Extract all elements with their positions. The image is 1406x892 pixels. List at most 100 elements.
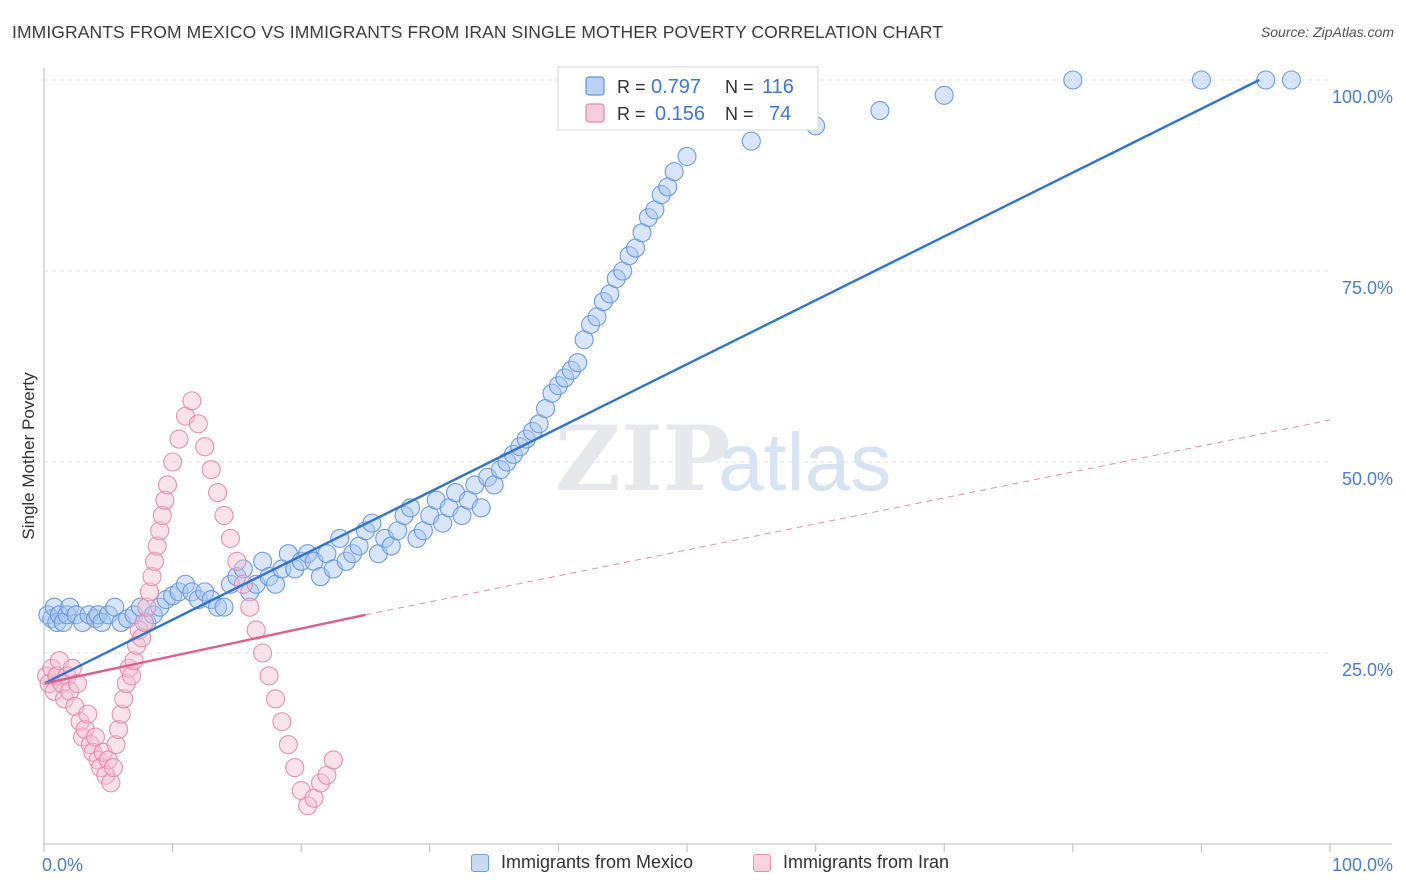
legend-n-label-0: N = [725, 77, 754, 97]
x-tick-label-1: 100.0% [1332, 855, 1393, 875]
data-point [121, 666, 141, 686]
data-point [323, 750, 343, 770]
data-point [555, 368, 575, 388]
data-point [175, 574, 196, 594]
data-point [147, 536, 167, 556]
data-point [934, 85, 954, 105]
data-point [75, 719, 95, 739]
chart-title: IMMIGRANTS FROM MEXICO VS IMMIGRANTS FRO… [12, 22, 943, 42]
data-point [343, 544, 363, 564]
series-iran [37, 391, 343, 816]
x-tick-label-0: 0.0% [42, 855, 83, 875]
data-point [101, 773, 121, 793]
y-tick-label-2: 50.0% [1342, 469, 1393, 489]
data-point [195, 582, 215, 602]
data-point [109, 719, 129, 739]
data-point [741, 131, 761, 151]
data-point [157, 475, 178, 495]
data-point [182, 391, 202, 411]
data-point [240, 582, 260, 602]
trend-extension-1 [365, 419, 1331, 616]
watermark-atlas: atlas [718, 417, 891, 508]
data-point [870, 101, 890, 121]
data-point [1191, 70, 1211, 90]
legend-n-label-1: N = [725, 104, 754, 124]
data-point [1063, 70, 1083, 90]
trend-lines [43, 78, 1331, 685]
data-point [471, 498, 491, 518]
data-point [561, 360, 581, 380]
legend-label-iran: Immigrants from Iran [783, 852, 950, 872]
bottom-legend: Immigrants from Mexico Immigrants from I… [0, 852, 1406, 876]
y-tick-label-3: 25.0% [1342, 660, 1393, 680]
legend-swatch-iran [753, 853, 771, 872]
data-point [542, 383, 562, 403]
data-point [106, 735, 126, 755]
data-point [195, 437, 215, 457]
data-point [163, 452, 183, 472]
data-point [150, 521, 170, 541]
data-point [664, 162, 684, 182]
data-point [265, 689, 286, 709]
data-point [330, 528, 350, 548]
data-point [92, 612, 112, 632]
data-point [278, 735, 298, 755]
data-point [214, 597, 234, 617]
data-point [227, 567, 247, 587]
data-point [169, 429, 189, 449]
data-point [651, 185, 671, 205]
data-point [145, 551, 165, 571]
legend-swatch-mexico [471, 853, 489, 872]
data-point [78, 704, 98, 724]
data-point [285, 758, 305, 778]
data-point [114, 689, 134, 709]
data-point [139, 582, 160, 602]
data-point [568, 353, 588, 373]
data-point [394, 505, 414, 526]
y-axis-label: Single Mother Poverty [19, 372, 38, 540]
data-point [1256, 70, 1276, 90]
legend-swatch-1 [585, 103, 605, 123]
data-point [677, 146, 697, 166]
source-label: Source: ZipAtlas.com [1260, 24, 1394, 40]
data-point [152, 505, 172, 526]
trend-line-1 [43, 613, 366, 685]
data-point [310, 773, 331, 793]
legend-n-value-0: 116 [762, 76, 794, 98]
data-point [227, 551, 247, 571]
y-tick-label-1: 75.0% [1342, 278, 1393, 298]
series-mexico [38, 70, 1301, 632]
data-point [220, 528, 241, 548]
data-point [134, 612, 154, 632]
legend-label-mexico: Immigrants from Mexico [501, 852, 694, 872]
data-point [593, 292, 613, 312]
data-point [73, 612, 93, 632]
data-point [103, 758, 123, 778]
data-point [60, 681, 80, 701]
data-point [548, 376, 568, 396]
data-point [638, 207, 658, 228]
data-point [240, 597, 260, 617]
legend-n-value-1: 74 [769, 103, 791, 125]
legend-item-mexico[interactable]: Immigrants from Mexico [471, 852, 693, 873]
trend-line-0 [43, 78, 1260, 685]
data-point [60, 597, 80, 617]
data-point [214, 505, 234, 526]
data-point [606, 269, 626, 289]
data-point [259, 666, 279, 686]
data-point [47, 612, 67, 632]
data-point [298, 796, 318, 816]
data-point [137, 597, 157, 617]
data-point [407, 528, 427, 548]
data-point [85, 727, 105, 747]
data-point [1281, 70, 1301, 90]
data-point [619, 246, 639, 266]
data-point [253, 643, 273, 663]
data-point [233, 559, 253, 579]
data-point [188, 414, 208, 434]
legend-item-iran[interactable]: Immigrants from Iran [753, 852, 949, 873]
data-point [142, 567, 162, 587]
legend-swatch-0 [585, 76, 605, 96]
